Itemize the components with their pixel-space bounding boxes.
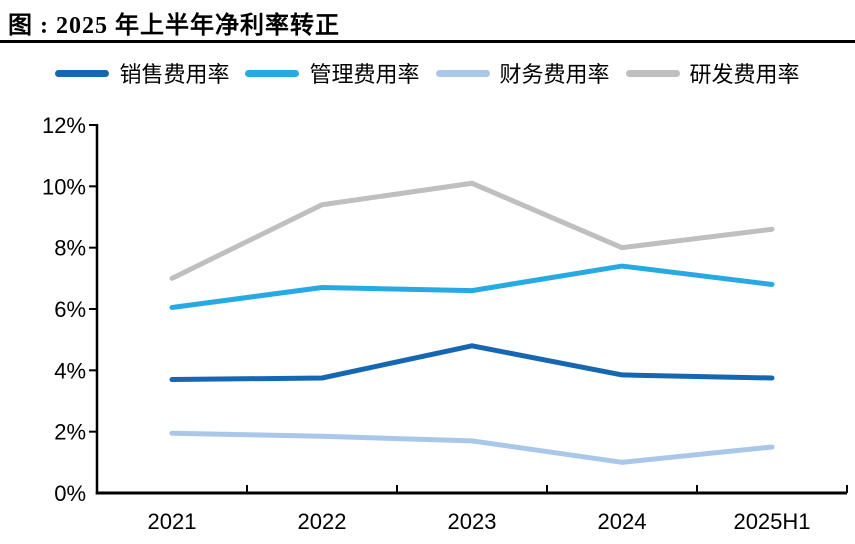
x-tick-label: 2022 bbox=[298, 509, 347, 534]
rd-expense-line-swatch bbox=[625, 69, 680, 77]
sales-expense-line-swatch bbox=[55, 69, 110, 77]
x-tick-label: 2024 bbox=[598, 509, 647, 534]
series-line-2 bbox=[169, 430, 775, 465]
legend-label: 研发费用率 bbox=[689, 62, 800, 87]
x-tick-label: 2021 bbox=[148, 509, 197, 534]
title-underline bbox=[0, 40, 855, 43]
expense-ratio-line-chart: 0% 2% 4% 6% 8% 10% 12% 2021 2022 2023 2024 2025H1 bbox=[42, 113, 848, 534]
legend-label: 管理费用率 bbox=[309, 62, 420, 87]
legend-item-finance-expense: 财务费用率 bbox=[435, 57, 610, 89]
x-tick-label: 2025H1 bbox=[733, 509, 810, 534]
y-tick-label: 6% bbox=[54, 297, 86, 322]
chart-title: 图 : 2025 年上半年净利率转正 bbox=[8, 13, 340, 39]
y-tick-label: 12% bbox=[42, 113, 86, 138]
y-tick-label: 8% bbox=[54, 236, 86, 261]
y-tick-label: 10% bbox=[42, 174, 86, 199]
axis-ticks bbox=[89, 124, 848, 493]
legend-item-admin-expense: 管理费用率 bbox=[245, 57, 420, 89]
series-line-0 bbox=[169, 343, 775, 383]
legend: 销售费用率 管理费用率 财务费用率 研发费用率 bbox=[0, 57, 855, 89]
series-lines bbox=[169, 180, 775, 465]
legend-label: 财务费用率 bbox=[499, 62, 610, 87]
series-line-3 bbox=[169, 180, 775, 281]
finance-expense-line-swatch bbox=[435, 69, 490, 77]
x-tick-label: 2023 bbox=[448, 509, 497, 534]
legend-item-sales-expense: 销售费用率 bbox=[55, 57, 229, 89]
y-tick-label: 4% bbox=[54, 358, 86, 383]
legend-item-rd-expense: 研发费用率 bbox=[625, 57, 800, 89]
y-tick-label: 2% bbox=[54, 420, 86, 445]
axes bbox=[95, 124, 847, 495]
legend-label: 销售费用率 bbox=[119, 62, 230, 87]
admin-expense-line-swatch bbox=[245, 69, 300, 77]
y-tick-label: 0% bbox=[54, 481, 86, 506]
series-line-1 bbox=[169, 263, 775, 310]
axis-labels: 0% 2% 4% 6% 8% 10% 12% 2021 2022 2023 2024 2025H1 bbox=[42, 113, 811, 534]
